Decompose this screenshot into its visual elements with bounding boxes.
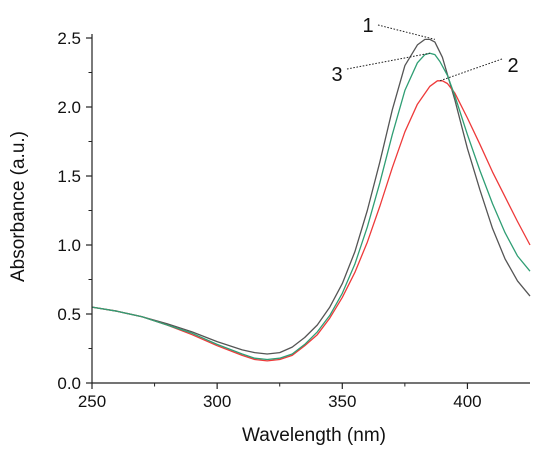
y-tick-label: 2.5 (57, 29, 81, 48)
y-tick-label: 2.0 (57, 98, 81, 117)
x-axis-title: Wavelength (nm) (242, 425, 386, 446)
y-tick-label: 1.5 (57, 167, 81, 186)
axes-layer (91, 34, 530, 384)
x-tick-label: 300 (203, 392, 231, 411)
annotation-label-3: 3 (331, 64, 342, 86)
curves-layer (91, 38, 531, 362)
ticks-layer: 0.0 0.5 1.0 1.5 2.0 2.5 250 300 350 400 (57, 29, 481, 411)
annotation-leader-3 (346, 52, 430, 70)
y-tick-label: 1.0 (57, 236, 81, 255)
annotation-label-1: 1 (362, 15, 373, 37)
annotation-leader-2 (439, 58, 503, 82)
x-tick-label: 350 (328, 392, 356, 411)
x-tick-label: 400 (453, 392, 481, 411)
series-line-3 (91, 52, 531, 361)
annotations-layer: 1 2 3 (331, 15, 518, 86)
y-axis-title: Absorbance (a.u.) (8, 131, 29, 282)
annotation-leader-1 (377, 24, 436, 40)
y-tick-label: 0.0 (57, 374, 81, 393)
series-line-2 (91, 80, 531, 362)
x-tick-label: 250 (78, 392, 106, 411)
series-line-1 (91, 38, 531, 355)
annotation-label-2: 2 (507, 55, 518, 77)
y-tick-label: 0.5 (57, 305, 81, 324)
